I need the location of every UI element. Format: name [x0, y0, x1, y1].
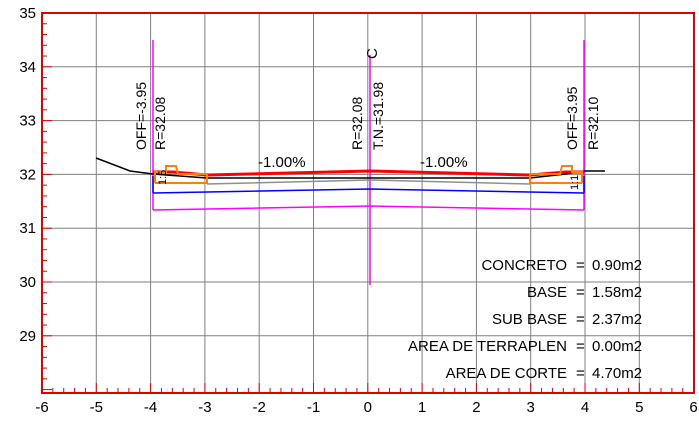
- right-r-label: R=32.10: [585, 96, 601, 150]
- right-offset-label: OFF=3.95: [564, 86, 580, 150]
- area-equals: =: [576, 365, 585, 382]
- area-value: 0.90m2: [592, 257, 642, 274]
- area-label: SUB BASE: [492, 311, 567, 328]
- x-tick-label: -5: [90, 399, 103, 416]
- right-small-label: 1:1: [569, 175, 581, 190]
- pavement-surface: [153, 169, 584, 177]
- area-summary: CONCRETO = 0.90m2 BASE = 1.58m2 SUB BASE = 2.37m…: [408, 257, 642, 382]
- y-tick-label: 35: [19, 5, 36, 22]
- base-line: [152, 188, 585, 194]
- area-value: 2.37m2: [592, 311, 642, 328]
- area-value: 0.00m2: [592, 338, 642, 355]
- subbase-top-line: [206, 179, 531, 185]
- subgrade-line: [152, 205, 585, 211]
- y-tick-label: 31: [19, 220, 36, 237]
- area-label: AREA DE CORTE: [446, 365, 567, 382]
- x-tick-label: 4: [581, 399, 589, 416]
- left-small-label: 1:5: [157, 170, 169, 185]
- area-equals: =: [576, 257, 585, 274]
- x-tick-label: -4: [144, 399, 157, 416]
- x-tick-label: 6: [689, 399, 697, 416]
- x-tick-label: -2: [253, 399, 266, 416]
- y-tick-label: 30: [19, 274, 36, 291]
- area-label: CONCRETO: [481, 257, 567, 274]
- y-tick-label: 32: [19, 166, 36, 183]
- x-tick-label: -1: [307, 399, 320, 416]
- area-equals: =: [576, 284, 585, 301]
- x-tick-labels: -6 -5 -4 -3 -2 -1 0 1 2 3 4 5 6: [35, 399, 697, 416]
- left-curb: [154, 165, 208, 184]
- x-tick-label: 5: [635, 399, 643, 416]
- area-label: BASE: [527, 284, 567, 301]
- slope-right-label: -1.00%: [420, 154, 468, 171]
- right-curb: [529, 165, 583, 184]
- x-tick-label: -6: [35, 399, 48, 416]
- x-tick-label: -3: [198, 399, 211, 416]
- center-r-label: R=32.08: [349, 96, 365, 150]
- left-r-label: R=32.08: [152, 96, 168, 150]
- y-tick-label: 29: [19, 328, 36, 345]
- left-offset-label: OFF=-3.95: [133, 82, 149, 150]
- axis-ticks: [41, 12, 695, 393]
- x-tick-label: 2: [472, 399, 480, 416]
- x-tick-label: 1: [418, 399, 426, 416]
- x-tick-label: 0: [364, 399, 372, 416]
- area-equals: =: [576, 338, 585, 355]
- area-value: 1.58m2: [592, 284, 642, 301]
- centerline-symbol: C: [364, 48, 381, 59]
- grid: [42, 13, 694, 393]
- center-tn-label: T.N.=31.98: [370, 82, 386, 150]
- y-tick-label: 33: [19, 113, 36, 130]
- area-label: AREA DE TERRAPLEN: [408, 338, 567, 355]
- area-value: 4.70m2: [592, 365, 642, 382]
- y-tick-label: 34: [19, 59, 36, 76]
- area-equals: =: [576, 311, 585, 328]
- slope-left-label: -1.00%: [258, 154, 306, 171]
- x-tick-label: 3: [527, 399, 535, 416]
- y-tick-labels: 35 34 33 32 31 30 29: [19, 5, 36, 345]
